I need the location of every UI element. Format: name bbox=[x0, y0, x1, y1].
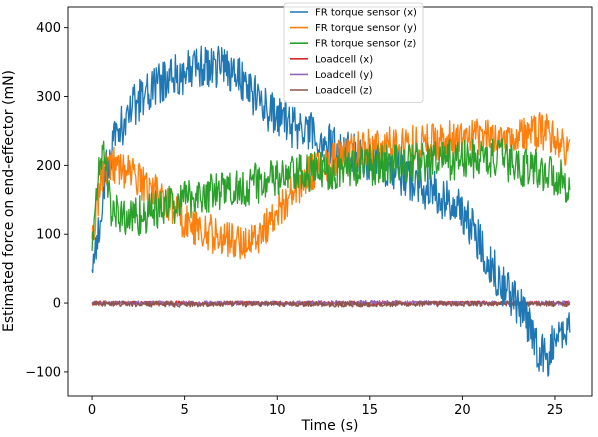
series-layer bbox=[91, 45, 571, 377]
legend-label: Loadcell (x) bbox=[315, 54, 373, 65]
x-tick-label: 0 bbox=[88, 403, 96, 418]
y-tick-label: 200 bbox=[36, 159, 61, 174]
x-tick-label: 5 bbox=[181, 403, 189, 418]
y-tick-label: 100 bbox=[36, 228, 61, 243]
series-line-2 bbox=[91, 138, 571, 251]
legend-box bbox=[283, 2, 424, 103]
y-tick-label: 0 bbox=[53, 297, 61, 312]
legend-label: FR torque sensor (y) bbox=[315, 23, 417, 34]
y-tick-label: −100 bbox=[25, 365, 61, 380]
legend-label: FR torque sensor (z) bbox=[315, 39, 416, 50]
legend-label: FR torque sensor (x) bbox=[315, 8, 417, 19]
y-tick-label: 300 bbox=[36, 90, 61, 105]
x-axis-label: Time (s) bbox=[301, 418, 359, 434]
x-tick-label: 20 bbox=[454, 403, 471, 418]
y-tick-label: 400 bbox=[36, 21, 61, 36]
x-axis: 0 5 10 15 20 25 bbox=[88, 396, 563, 418]
legend-label: Loadcell (z) bbox=[315, 86, 373, 97]
y-axis-label: Estimated force on end-effector (mN) bbox=[1, 70, 17, 332]
series-line-5 bbox=[91, 300, 571, 308]
legend-label: Loadcell (y) bbox=[315, 70, 373, 81]
x-tick-label: 10 bbox=[269, 403, 286, 418]
legend: FR torque sensor (x) FR torque sensor (y)… bbox=[283, 2, 424, 103]
x-tick-label: 25 bbox=[547, 403, 564, 418]
x-tick-label: 15 bbox=[362, 403, 379, 418]
series-line-0 bbox=[91, 45, 571, 377]
y-axis: −100 0 100 200 300 400 bbox=[25, 21, 68, 380]
